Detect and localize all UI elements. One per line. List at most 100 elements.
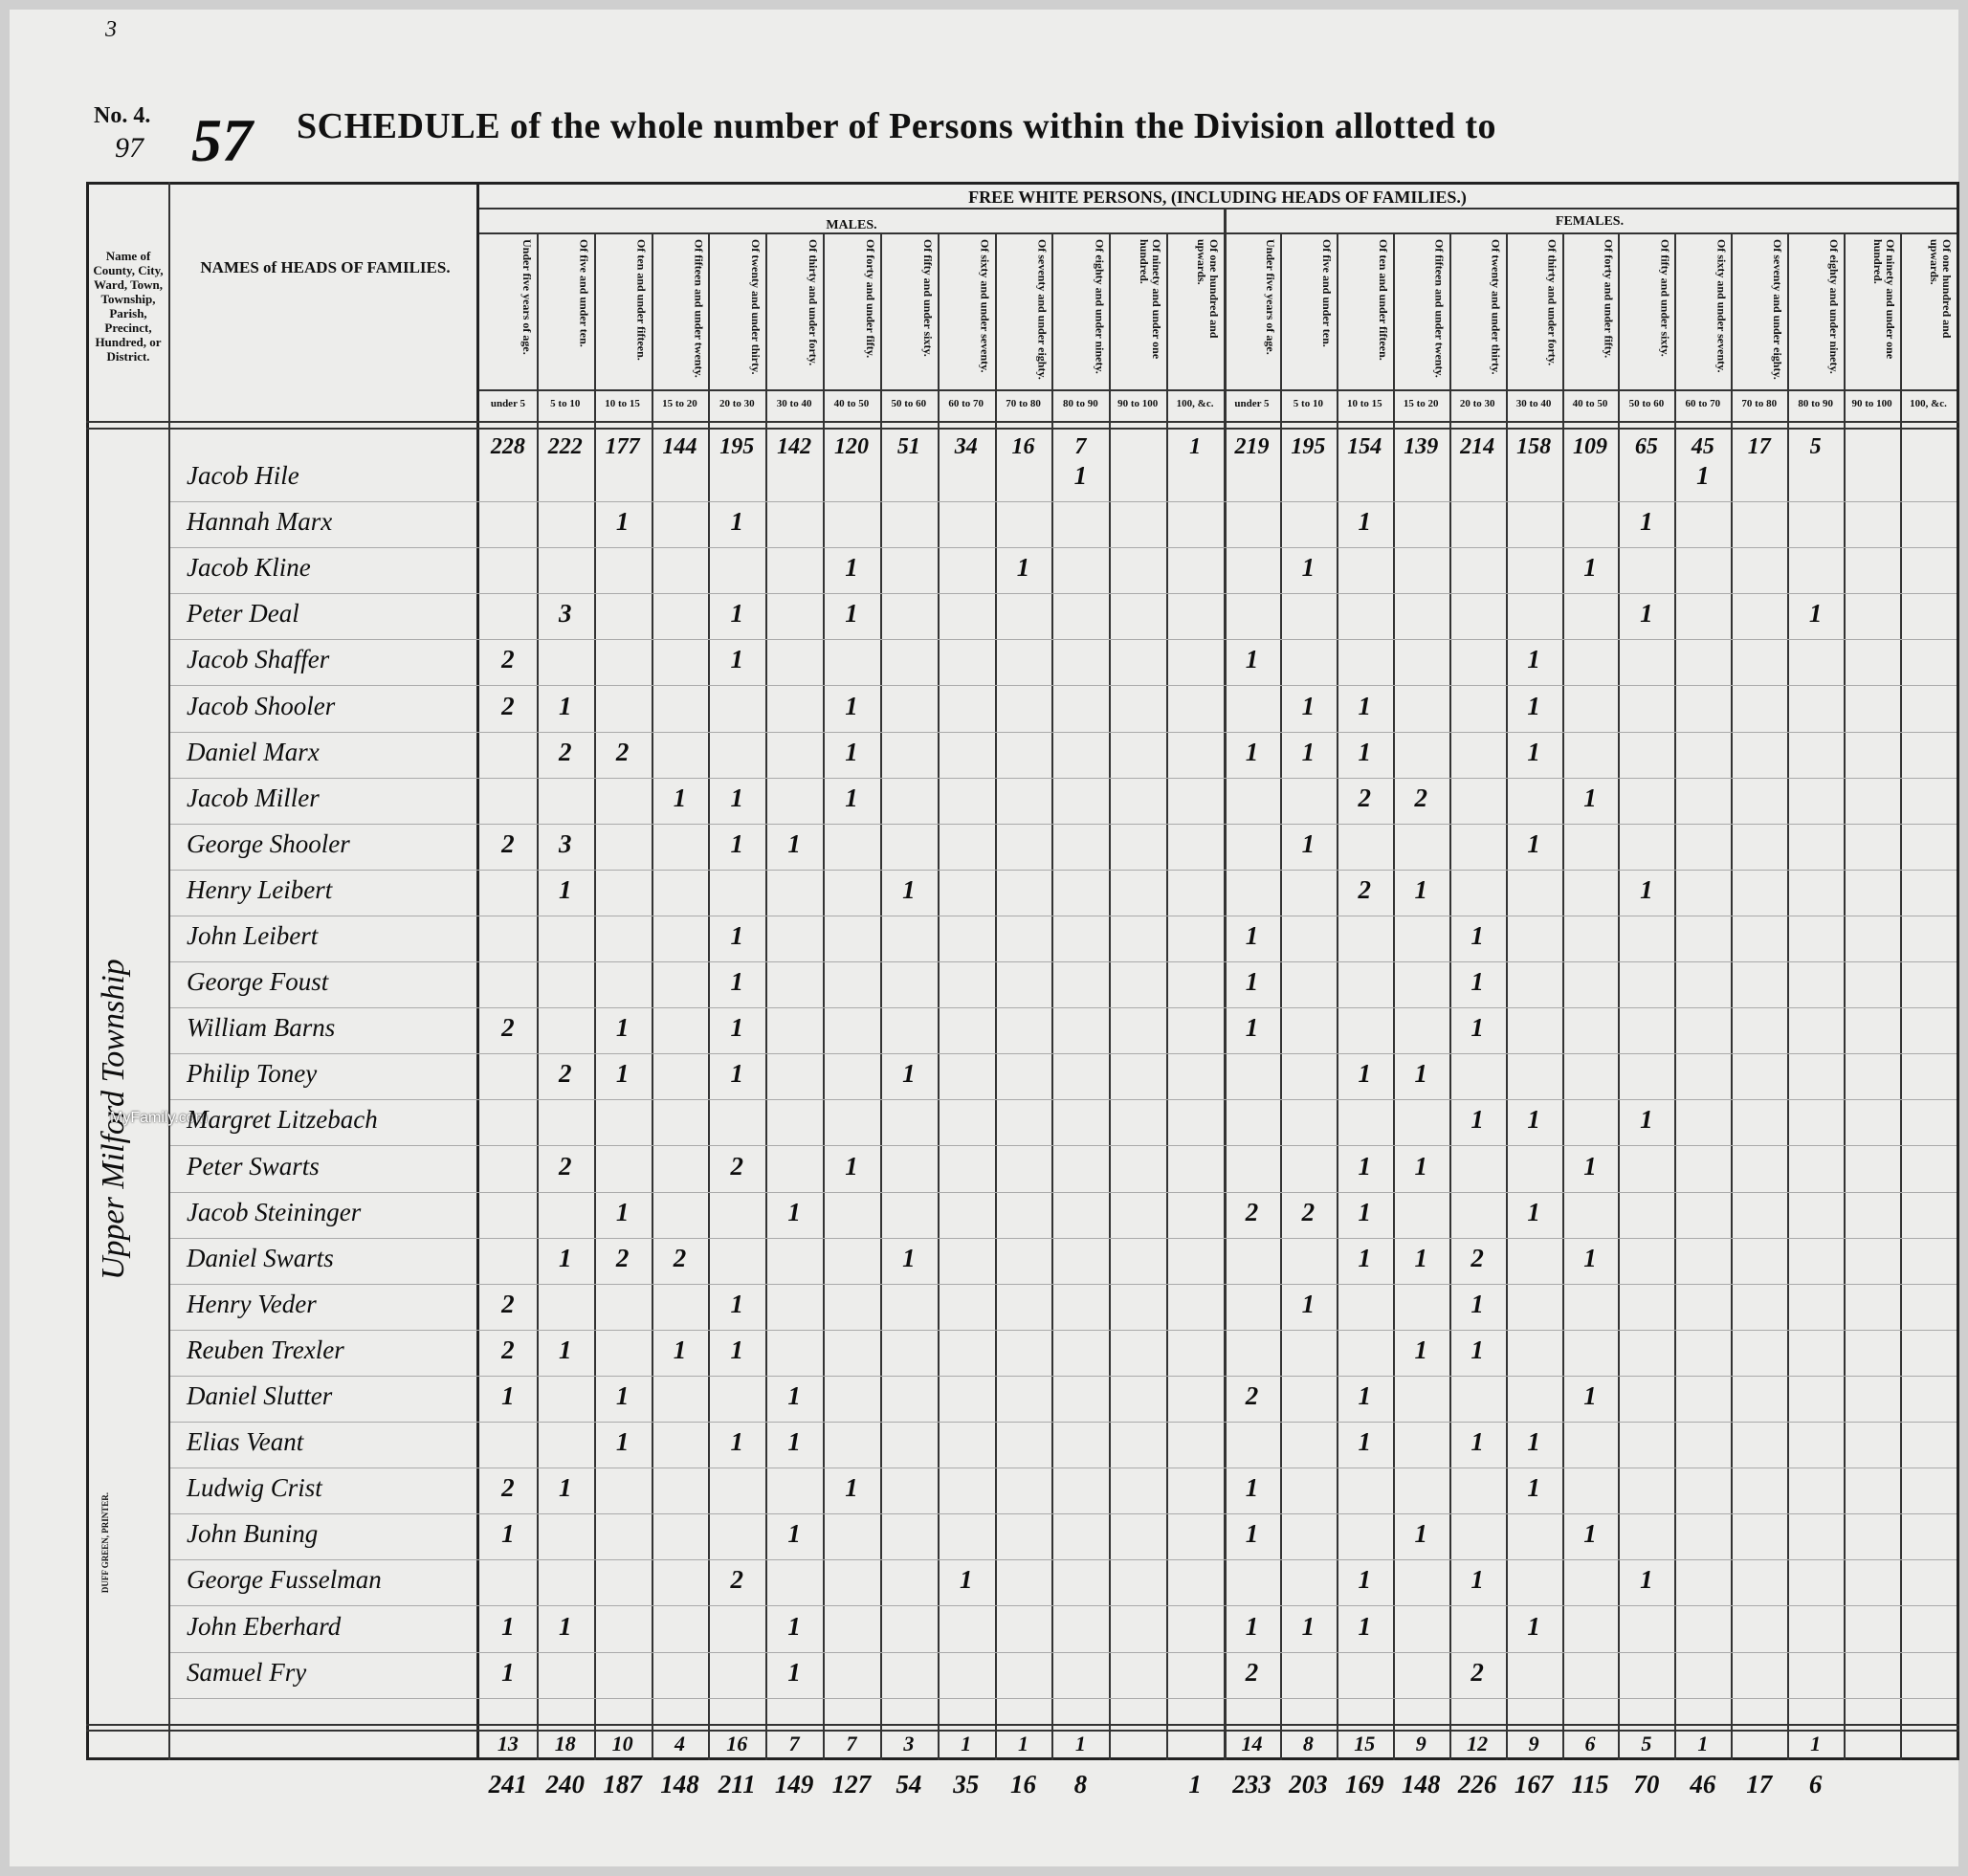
count: 1 <box>959 1565 973 1595</box>
count: 2 <box>1414 783 1427 812</box>
count: 1 <box>730 1427 744 1457</box>
females-label: FEMALES. <box>1555 214 1625 229</box>
carried-forward: 7 <box>1074 434 1087 459</box>
count: 1 <box>559 1243 572 1272</box>
row-rule <box>170 777 1957 779</box>
row-rule <box>170 1375 1957 1377</box>
column-line <box>1336 232 1338 1760</box>
column-heading: Of seventy and under eighty. <box>1035 239 1049 380</box>
count: 1 <box>902 1243 916 1272</box>
count: 2 <box>1245 1381 1259 1410</box>
page-sum: 1 <box>1018 1732 1029 1755</box>
count: 1 <box>1245 1473 1259 1503</box>
count: 1 <box>1640 1565 1653 1595</box>
column-heading: Of fifteen and under twenty. <box>692 239 705 378</box>
carried-forward: 45 <box>1691 434 1714 459</box>
family-name: Philip Toney <box>187 1059 318 1089</box>
family-name: Jacob Miller <box>187 783 320 812</box>
family-name: Jacob Shooler <box>187 691 336 720</box>
males-label: MALES. <box>826 218 877 232</box>
count: 1 <box>787 1611 801 1641</box>
family-name: Reuben Trexler <box>187 1335 344 1364</box>
rule <box>86 1724 1959 1726</box>
column-short-label: 30 to 40 <box>1515 398 1552 409</box>
count: 1 <box>730 783 744 812</box>
column-short-label: 100, &c. <box>1910 398 1947 409</box>
row-rule <box>170 1007 1957 1009</box>
count: 1 <box>1358 691 1372 720</box>
row-rule <box>170 1283 1957 1285</box>
count: 1 <box>1245 921 1259 950</box>
row-rule <box>170 1697 1957 1699</box>
total: 16 <box>1010 1770 1037 1799</box>
count: 1 <box>1640 507 1653 537</box>
total: 226 <box>1457 1770 1497 1799</box>
family-name: Jacob Steininger <box>187 1197 362 1226</box>
count: 1 <box>1527 828 1540 858</box>
rule <box>86 421 1959 423</box>
count: 1 <box>1358 1565 1372 1595</box>
column-heading: Of ten and under fifteen. <box>634 239 648 361</box>
count: 1 <box>501 1611 515 1641</box>
column-heading: Of ten and under fifteen. <box>1376 239 1389 361</box>
family-name: Peter Swarts <box>187 1151 320 1181</box>
group-title: FREE WHITE PERSONS, (INCLUDING HEADS OF … <box>968 188 1467 207</box>
count: 1 <box>615 1059 630 1089</box>
count: 1 <box>1583 553 1597 583</box>
printer-imprint: DUFF GREEN, PRINTER. <box>100 1492 110 1594</box>
count: 1 <box>1245 967 1259 997</box>
count: 2 <box>730 1151 744 1181</box>
schedule-title: SCHEDULE of the whole number of Persons … <box>297 106 1497 146</box>
count: 1 <box>559 1473 572 1503</box>
total: 240 <box>545 1770 586 1799</box>
count: 2 <box>559 1151 572 1181</box>
count: 1 <box>787 828 801 858</box>
count: 1 <box>1358 507 1372 537</box>
row-rule <box>170 547 1957 549</box>
count: 2 <box>1358 783 1372 812</box>
count: 1 <box>845 599 858 629</box>
count: 1 <box>902 1059 916 1089</box>
count: 1 <box>730 645 744 674</box>
column-short-label: 80 to 90 <box>1798 398 1834 409</box>
count: 1 <box>1301 737 1316 766</box>
count: 1 <box>1470 967 1484 997</box>
count: 1 <box>1470 1427 1484 1457</box>
column-heading: Of seventy and under eighty. <box>1771 239 1784 380</box>
count: 1 <box>1640 874 1653 904</box>
column-short-label: 20 to 30 <box>1459 398 1495 409</box>
column-heading: Of sixty and under seventy. <box>1714 239 1728 373</box>
count: 1 <box>730 1289 744 1318</box>
count: 2 <box>559 1059 572 1089</box>
total: 127 <box>831 1770 872 1799</box>
count: 1 <box>1470 921 1484 950</box>
column-line <box>1561 232 1564 1760</box>
family-name: John Eberhard <box>187 1611 342 1641</box>
family-name: Daniel Swarts <box>187 1243 334 1272</box>
column-heading: Of eighty and under ninety. <box>1827 239 1841 374</box>
column-heading: Under five years of age. <box>520 239 533 355</box>
row-rule <box>170 1329 1957 1331</box>
column-heading: Of five and under ten. <box>577 239 590 347</box>
total: 35 <box>953 1770 980 1799</box>
page-sum: 1 <box>1074 1732 1086 1755</box>
count: 1 <box>559 1335 572 1364</box>
total: 17 <box>1746 1770 1773 1799</box>
count: 1 <box>845 737 858 766</box>
column-heading: Of fifty and under sixty. <box>920 239 934 357</box>
count: 1 <box>730 507 744 537</box>
family-name: Jacob Kline <box>187 553 311 583</box>
page-sum: 18 <box>554 1732 576 1755</box>
column-line <box>593 232 596 1760</box>
count: 1 <box>845 783 858 812</box>
family-name: Elias Veant <box>187 1427 304 1457</box>
family-name: George Foust <box>187 967 329 997</box>
total: 8 <box>1073 1770 1088 1799</box>
column-heading: Under five years of age. <box>1263 239 1276 355</box>
family-name: Henry Leibert <box>187 874 333 904</box>
family-name: George Fusselman <box>187 1565 382 1595</box>
family-name: George Shooler <box>187 828 350 858</box>
column-short-label: 30 to 40 <box>776 398 812 409</box>
folio: 97 <box>115 132 144 164</box>
